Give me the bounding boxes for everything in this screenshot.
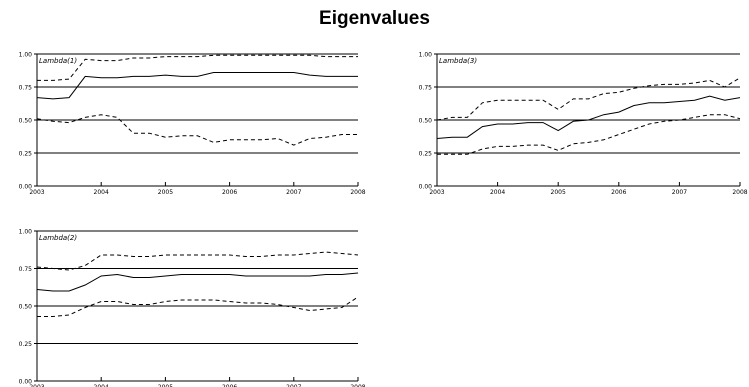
y-tick-label: 0.75 — [19, 266, 33, 273]
dashed-band-line-0 — [37, 54, 358, 81]
x-tick-label: 2006 — [611, 189, 626, 196]
x-tick-label: 2008 — [732, 189, 747, 196]
x-tick-label: 2004 — [490, 189, 505, 196]
x-tick-label: 2005 — [158, 189, 173, 196]
dashed-band-line-0 — [436, 77, 741, 121]
solid-estimate-line-1 — [436, 95, 741, 139]
y-tick-label: 0.50 — [419, 118, 433, 125]
panel-label: Lambda(1) — [39, 57, 77, 65]
x-tick-label: 2003 — [29, 384, 44, 387]
x-tick-label: 2008 — [350, 189, 365, 196]
y-tick-label: 0.50 — [19, 118, 33, 125]
y-tick-label: 0.75 — [19, 85, 33, 92]
y-tick-label: 0.00 — [419, 184, 433, 191]
y-tick-label: 1.00 — [419, 52, 433, 59]
panel-lambda-1: 0.00 0.25 0.50 0.75 1.00 2003 2004 2005 2006 2007… — [19, 52, 366, 197]
solid-estimate-line-1 — [36, 272, 359, 292]
x-tick-label: 2006 — [222, 189, 237, 196]
panel-label-background — [38, 233, 80, 242]
y-tick-label: 0.25 — [19, 341, 33, 348]
y-tick-label: 0.00 — [19, 184, 33, 191]
dashed-band-line-2 — [37, 296, 359, 317]
y-tick-label: 0.75 — [419, 85, 433, 92]
x-tick-label: 2005 — [551, 189, 566, 196]
x-tick-label: 2007 — [286, 189, 301, 196]
panel-lambda-3: 0.00 0.25 0.50 0.75 1.00 2003 2004 2005 2006 2007… — [419, 52, 748, 197]
x-tick-label: 2005 — [158, 384, 173, 387]
panel-lambda-2: 0.00 0.25 0.50 0.75 1.00 2003 2004 2005 2006 2007… — [19, 229, 366, 387]
y-tick-label: 0.25 — [419, 151, 433, 158]
y-tick-label: 1.00 — [19, 52, 33, 59]
panel-label-background — [438, 56, 480, 65]
panel-label-background — [38, 56, 80, 65]
dashed-band-line-2 — [36, 114, 358, 146]
y-tick-label: 1.00 — [19, 229, 33, 236]
y-tick-label: 0.00 — [19, 379, 33, 386]
panel-label: Lambda(2) — [39, 234, 77, 242]
x-tick-label: 2007 — [672, 189, 687, 196]
x-tick-label: 2004 — [94, 384, 109, 387]
x-tick-label: 2003 — [429, 189, 444, 196]
chart-title: Eigenvalues — [319, 8, 430, 29]
x-tick-label: 2008 — [350, 384, 365, 387]
x-tick-label: 2003 — [29, 189, 44, 196]
panel-label: Lambda(3) — [439, 57, 477, 65]
dashed-band-line-0 — [36, 251, 359, 271]
solid-estimate-line-1 — [36, 72, 358, 100]
dashed-band-line-2 — [437, 114, 741, 155]
x-tick-label: 2007 — [286, 384, 301, 387]
x-tick-label: 2006 — [222, 384, 237, 387]
x-tick-label: 2004 — [94, 189, 109, 196]
y-tick-label: 0.25 — [19, 151, 33, 158]
y-tick-label: 0.50 — [19, 304, 33, 311]
